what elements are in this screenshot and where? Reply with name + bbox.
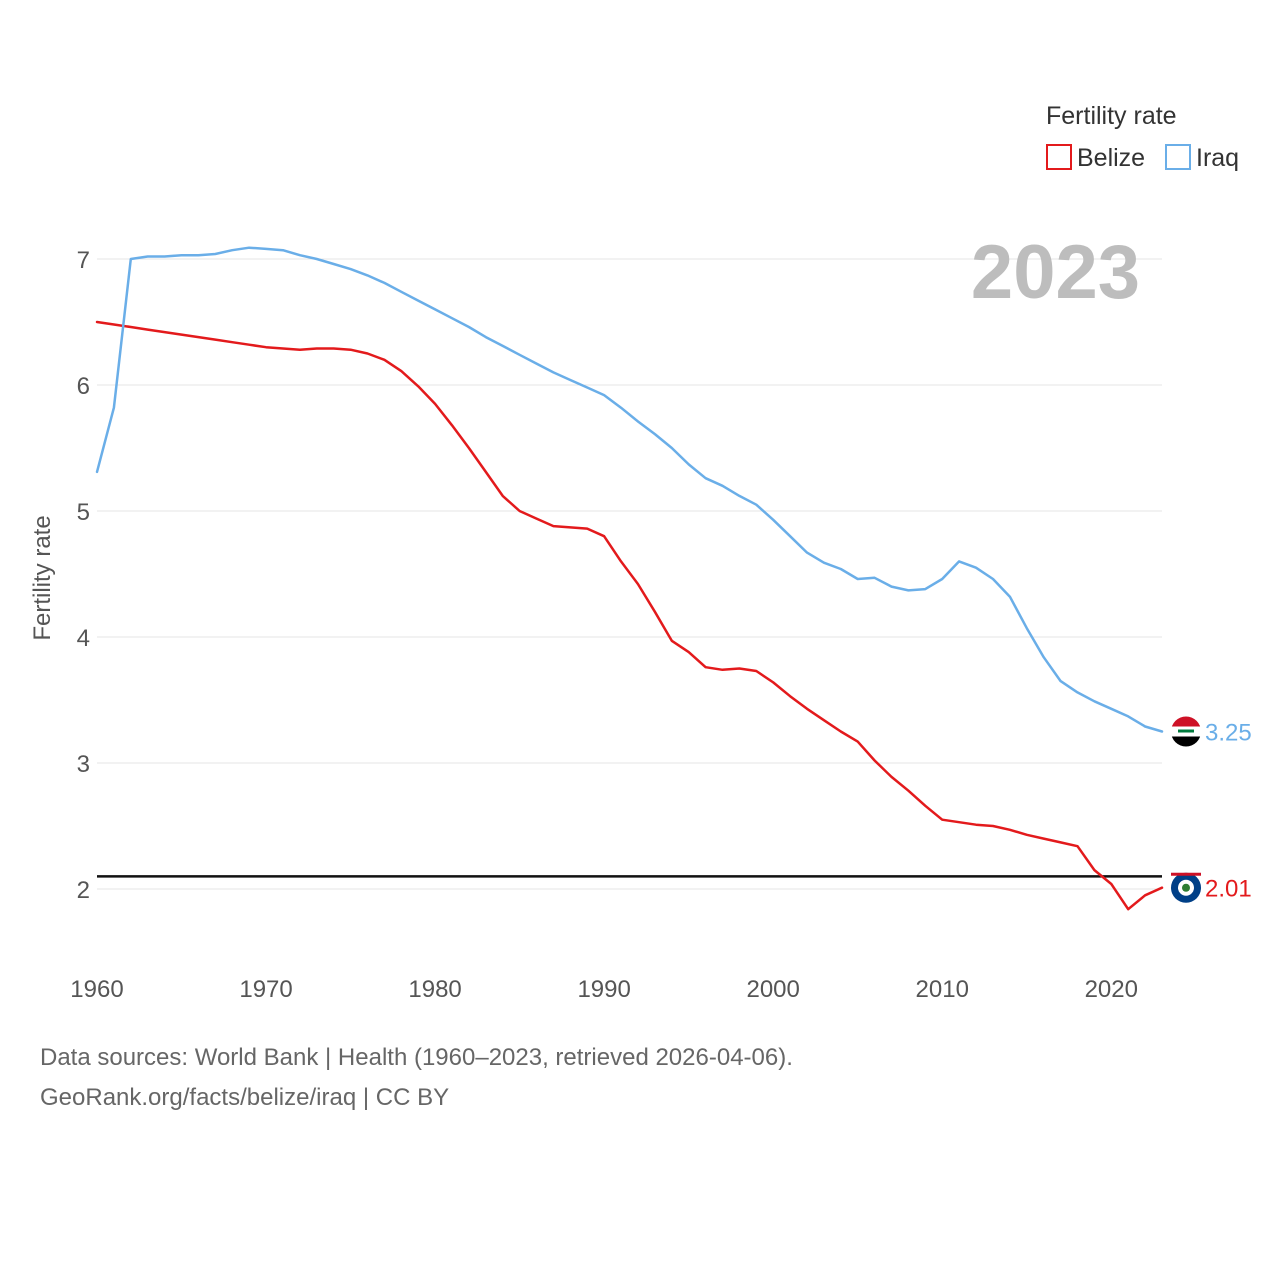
flag-stripe bbox=[1171, 736, 1201, 747]
gridlines bbox=[97, 258, 1162, 890]
y-axis-ticks: 2 3 4 5 6 7 bbox=[77, 247, 90, 904]
y-axis-label: Fertility rate bbox=[29, 515, 56, 640]
x-tick-label-1980: 1980 bbox=[408, 976, 461, 1003]
y-tick-label-6: 6 bbox=[77, 373, 90, 400]
flag-stripe bbox=[1171, 872, 1201, 876]
y-tick-label-5: 5 bbox=[77, 499, 90, 526]
y-tick-label-4: 4 bbox=[77, 625, 90, 652]
iraq-flag-icon bbox=[1171, 716, 1201, 747]
legend-swatch-iraq[interactable] bbox=[1165, 144, 1191, 170]
end-value-label-belize: 2.01 bbox=[1205, 876, 1252, 903]
y-tick-label-2: 2 bbox=[77, 877, 90, 904]
x-tick-label-2020: 2020 bbox=[1085, 976, 1138, 1003]
x-tick-label-1960: 1960 bbox=[70, 976, 123, 1003]
x-tick-label-2000: 2000 bbox=[746, 976, 799, 1003]
end-value-label-iraq: 3.25 bbox=[1205, 720, 1252, 747]
x-tick-label-2010: 2010 bbox=[916, 976, 969, 1003]
y-tick-label-7: 7 bbox=[77, 247, 90, 274]
series-line-iraq bbox=[95, 246, 1164, 733]
end-markers: 2.01 3.25 bbox=[1171, 716, 1252, 903]
flag-emblem bbox=[1178, 729, 1194, 733]
legend-swatch-belize[interactable] bbox=[1046, 144, 1072, 170]
legend-title: Fertility rate bbox=[1046, 102, 1177, 130]
x-tick-label-1990: 1990 bbox=[577, 976, 630, 1003]
end-marker-belize bbox=[1171, 872, 1201, 903]
legend-label-iraq[interactable]: Iraq bbox=[1196, 144, 1239, 172]
flag-stripe bbox=[1171, 716, 1201, 727]
x-tick-label-1970: 1970 bbox=[239, 976, 292, 1003]
y-tick-label-3: 3 bbox=[77, 751, 90, 778]
footer-source: Data sources: World Bank | Health (1960–… bbox=[40, 1044, 793, 1071]
flag-emblem-center bbox=[1182, 883, 1190, 892]
current-year-label: 2023 bbox=[971, 230, 1140, 315]
footer-attribution[interactable]: GeoRank.org/facts/belize/iraq | CC BY bbox=[40, 1084, 450, 1111]
legend-label-belize[interactable]: Belize bbox=[1077, 144, 1145, 172]
end-marker-iraq bbox=[1171, 716, 1201, 747]
legend[interactable]: Fertility rate Belize Iraq bbox=[1046, 102, 1239, 172]
series-line-belize bbox=[95, 320, 1164, 911]
x-axis-ticks: 1960 1970 1980 1990 2000 2010 2020 bbox=[70, 976, 1138, 1003]
series-lines bbox=[95, 246, 1164, 911]
